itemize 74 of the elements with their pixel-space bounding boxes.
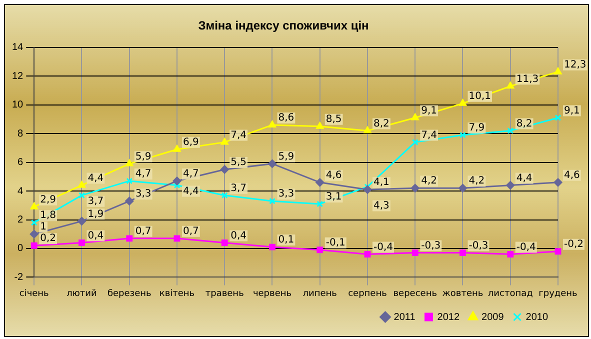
data-label: -0,3 <box>468 240 488 252</box>
data-label: 0,4 <box>88 230 104 242</box>
data-label: 2,9 <box>40 194 56 206</box>
data-label: -0,4 <box>374 242 394 253</box>
data-label: -0,3 <box>421 240 441 252</box>
data-label: 4,7 <box>135 168 152 180</box>
data-label: 8,2 <box>374 118 390 130</box>
x-tick-label: січень <box>19 288 49 299</box>
y-tick-label: -2 <box>14 272 24 283</box>
x-tick-label: листопад <box>488 288 533 299</box>
data-label: 0,1 <box>278 234 294 246</box>
x-tick-label: липень <box>302 288 337 299</box>
x-tick-label: травень <box>205 288 244 299</box>
data-label: 3,3 <box>278 188 294 200</box>
x-tick-label: квітень <box>159 288 195 299</box>
data-label: 4,4 <box>183 186 199 197</box>
y-tick-label: 6 <box>18 157 24 168</box>
y-tick-label: 0 <box>18 243 24 254</box>
data-label: -0,4 <box>516 242 536 253</box>
x-tick-label: жовтень <box>442 288 484 299</box>
legend-label: 2009 <box>482 312 504 323</box>
data-label: 4,2 <box>468 176 485 187</box>
data-label: 12,3 <box>564 59 586 70</box>
data-label: 3,7 <box>88 196 104 207</box>
legend-label: 2010 <box>526 312 548 323</box>
data-label: 0,4 <box>230 230 247 242</box>
data-label: 4,6 <box>326 170 342 181</box>
x-tick-label: вересень <box>393 288 438 299</box>
data-label: 0,7 <box>135 226 152 238</box>
x-tick-label: лютий <box>66 288 98 299</box>
y-tick-label: 10 <box>12 100 24 111</box>
data-label: 4,6 <box>564 170 580 181</box>
data-label: 5,5 <box>230 157 247 168</box>
x-tick-label: червень <box>252 288 292 299</box>
y-tick-label: 8 <box>18 128 24 140</box>
x-tick-label: березень <box>107 288 152 299</box>
data-label: -0,2 <box>564 238 584 250</box>
data-label: 4,4 <box>88 172 104 184</box>
data-label: 4,2 <box>421 176 438 187</box>
legend-label: 2012 <box>437 312 460 323</box>
data-label: 1,8 <box>40 210 56 222</box>
data-label: 5,9 <box>278 151 294 162</box>
data-label: 10,1 <box>468 91 492 102</box>
data-label: 8,5 <box>326 114 342 125</box>
data-label: 3,3 <box>135 188 152 200</box>
x-tick-label: грудень <box>538 288 578 299</box>
data-label: -0,1 <box>326 238 346 249</box>
legend-label: 2011 <box>394 312 416 323</box>
data-label: 7,4 <box>421 130 438 141</box>
data-label: 9,1 <box>421 105 438 116</box>
chart-title: Зміна індексу споживчих цін <box>198 18 369 33</box>
data-label: 4,3 <box>374 200 390 212</box>
data-label: 0,7 <box>183 226 199 238</box>
data-label: 7,4 <box>230 130 247 141</box>
y-tick-label: 4 <box>18 186 24 197</box>
data-label: 3,1 <box>326 192 342 203</box>
data-label: 1 <box>40 222 46 233</box>
y-tick-label: 2 <box>18 214 24 226</box>
data-label: 1,9 <box>88 208 104 220</box>
y-tick-label: 12 <box>12 70 24 82</box>
data-label: 7,9 <box>468 122 485 134</box>
data-label: 4,7 <box>183 168 199 180</box>
data-label: 5,9 <box>135 151 152 162</box>
data-label: 9,1 <box>564 105 580 116</box>
x-tick-label: серпень <box>348 288 387 299</box>
data-label: 3,7 <box>230 182 247 194</box>
data-label: 4,1 <box>374 177 390 188</box>
data-label: 11,3 <box>516 74 539 85</box>
data-label: 4,4 <box>516 172 532 184</box>
data-label: 0,2 <box>40 233 56 244</box>
data-label: 6,9 <box>183 136 199 148</box>
data-label: 8,6 <box>278 112 294 124</box>
y-tick-label: 14 <box>12 42 24 54</box>
data-label: 8,2 <box>516 118 532 130</box>
